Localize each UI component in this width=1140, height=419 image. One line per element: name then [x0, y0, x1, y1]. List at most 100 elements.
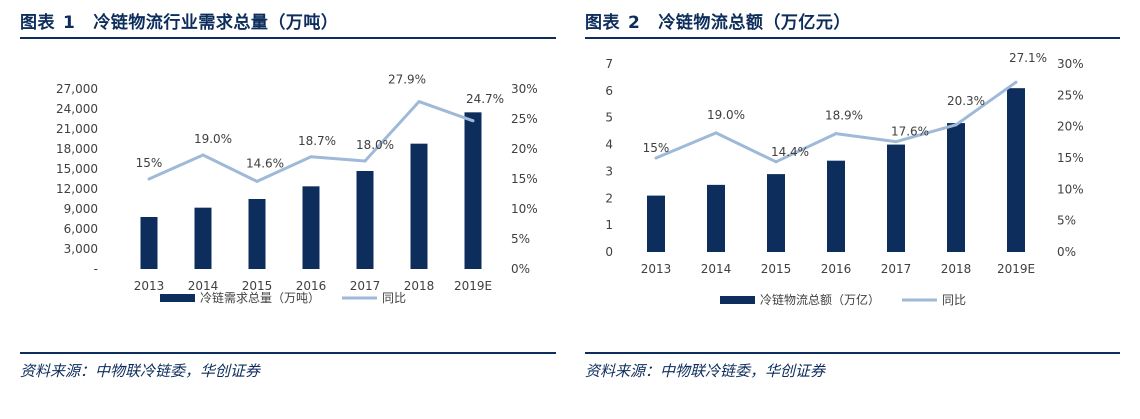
- figure-number: 1: [63, 13, 76, 33]
- y-left-tick-label: 5: [605, 111, 613, 125]
- growth-rate-point: [654, 156, 658, 160]
- legend-label-bar: 冷链物流总额（万亿）: [760, 292, 880, 307]
- source-note: 资料来源：中物联冷链委，华创证券: [20, 362, 261, 380]
- growth-rate-point: [774, 160, 778, 164]
- y-left-tick-label: 2: [605, 191, 613, 205]
- bar: [827, 160, 845, 252]
- figure-panel-left: 图表 1 冷链物流行业需求总量（万吨） - 3,000 6,000 9,000 12,000…: [20, 0, 556, 419]
- bar: [302, 186, 320, 269]
- footer-rule: [585, 352, 1120, 354]
- y-left-tick-label: 9,000: [64, 202, 98, 216]
- bar: [140, 217, 158, 269]
- legend-label-bar: 冷链需求总量（万吨）: [200, 290, 320, 305]
- growth-rate-point: [255, 179, 259, 183]
- y-right-tick-label: 25%: [511, 112, 538, 126]
- y-left-tick-label: 24,000: [56, 102, 98, 116]
- bar: [887, 144, 905, 252]
- y-left-tick-label: -: [94, 262, 98, 276]
- y-left-tick-label: 7: [605, 57, 613, 71]
- y-left-tick-label: 0: [605, 245, 613, 259]
- y-left-tick-label: 12,000: [56, 182, 98, 196]
- x-tick-label: 2019E: [997, 262, 1035, 276]
- figure-label: 图表: [20, 13, 55, 33]
- growth-rate-point: [471, 119, 475, 123]
- growth-rate-label: 15%: [136, 156, 163, 170]
- x-tick-label: 2018: [404, 279, 435, 293]
- x-tick-label: 2016: [296, 279, 327, 293]
- x-tick-label: 2017: [881, 262, 912, 276]
- y-left-tick-label: 3: [605, 164, 613, 178]
- legend: 冷链需求总量（万吨） 同比: [160, 290, 406, 305]
- growth-rate-label: 24.7%: [466, 92, 504, 106]
- y-left-tick-label: 6,000: [64, 222, 98, 236]
- growth-rate-point: [1014, 80, 1018, 84]
- legend-swatch-bar: [720, 296, 755, 304]
- figure-label: 图表: [585, 13, 620, 33]
- x-tick-label: 2013: [134, 279, 165, 293]
- x-tick-label: 2015: [761, 262, 792, 276]
- bar: [356, 171, 374, 269]
- y-right-tick-label: 25%: [1057, 88, 1084, 102]
- growth-rate-point: [147, 177, 151, 181]
- y-right-tick-label: 5%: [1057, 214, 1076, 228]
- bar: [947, 123, 965, 252]
- bar: [707, 184, 725, 252]
- growth-rate-point: [714, 131, 718, 135]
- growth-rate-label: 14.4%: [771, 145, 809, 159]
- combo-chart-demand: - 3,000 6,000 9,000 12,000 15,000 18,000 21,000…: [56, 73, 538, 305]
- bar: [194, 207, 212, 269]
- growth-rate-point: [363, 159, 367, 163]
- y-right-tick-label: 30%: [1057, 57, 1084, 71]
- y-right-tick-label: 10%: [511, 202, 538, 216]
- growth-rate-point: [894, 140, 898, 144]
- bar: [1007, 88, 1025, 252]
- growth-rate-point: [834, 132, 838, 136]
- legend-label-line: 同比: [942, 293, 966, 307]
- y-right-tick-label: 15%: [1057, 151, 1084, 165]
- title-rule: [585, 37, 1120, 39]
- figure-number: 2: [628, 13, 641, 33]
- x-tick-label: 2014: [188, 279, 219, 293]
- legend-swatch-bar: [160, 294, 195, 302]
- x-tick-label: 2019E: [454, 279, 492, 293]
- y-right-tick-label: 0%: [1057, 245, 1076, 259]
- y-right-tick-label: 20%: [1057, 120, 1084, 134]
- growth-rate-label: 17.6%: [891, 125, 929, 139]
- x-tick-label: 2018: [941, 262, 972, 276]
- legend-label-line: 同比: [382, 291, 406, 305]
- growth-rate-label: 18.7%: [298, 134, 336, 148]
- combo-chart-total: 0 1 2 3 4 5 6 7 0% 5% 10% 15% 20% 25% 30% 2013 2014 2015 2…: [605, 51, 1084, 307]
- growth-rate-label: 27.1%: [1009, 51, 1047, 65]
- figure-title: 图表 1 冷链物流行业需求总量（万吨）: [20, 8, 338, 33]
- y-left-tick-label: 21,000: [56, 122, 98, 136]
- growth-rate-label: 19.0%: [194, 132, 232, 146]
- bar: [248, 199, 266, 269]
- figure-title-text: 冷链物流总额（万亿元）: [658, 13, 851, 33]
- growth-rate-point: [417, 100, 421, 104]
- footer-rule: [20, 352, 556, 354]
- bar: [464, 112, 482, 269]
- y-right-tick-label: 10%: [1057, 182, 1084, 196]
- growth-rate-label: 15%: [643, 141, 670, 155]
- growth-rate-label: 18.9%: [825, 109, 863, 123]
- legend: 冷链物流总额（万亿） 同比: [720, 292, 966, 307]
- growth-rate-point: [201, 153, 205, 157]
- x-tick-label: 2015: [242, 279, 273, 293]
- y-left-tick-label: 18,000: [56, 142, 98, 156]
- x-tick-label: 2016: [821, 262, 852, 276]
- growth-rate-point: [309, 155, 313, 159]
- source-note: 资料来源：中物联冷链委，华创证券: [585, 362, 826, 380]
- y-right-tick-label: 5%: [511, 232, 530, 246]
- y-right-tick-label: 30%: [511, 82, 538, 96]
- y-left-tick-label: 15,000: [56, 162, 98, 176]
- growth-rate-label: 27.9%: [388, 73, 426, 87]
- y-left-tick-label: 4: [605, 138, 613, 152]
- growth-rate-label: 19.0%: [707, 108, 745, 122]
- y-left-tick-label: 27,000: [56, 82, 98, 96]
- x-tick-label: 2014: [701, 262, 732, 276]
- figure-title: 图表 2 冷链物流总额（万亿元）: [585, 8, 851, 33]
- x-tick-label: 2013: [641, 262, 672, 276]
- bar: [647, 195, 665, 252]
- growth-rate-label: 18.0%: [356, 138, 394, 152]
- bar: [767, 174, 785, 252]
